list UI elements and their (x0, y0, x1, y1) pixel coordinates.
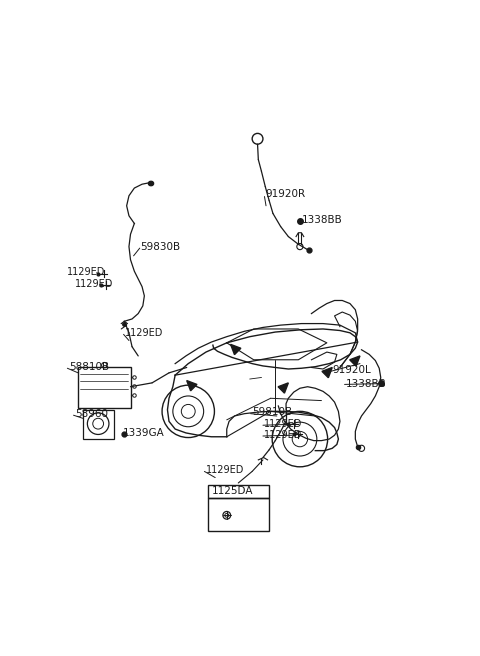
Bar (83, 410, 114, 439)
Text: 1129ED: 1129ED (206, 465, 244, 475)
Text: 91920L: 91920L (332, 365, 371, 375)
Text: 1338BB: 1338BB (346, 379, 387, 388)
Text: 1338BB: 1338BB (301, 215, 342, 224)
Polygon shape (278, 383, 288, 393)
Text: 91920R: 91920R (265, 189, 305, 199)
Polygon shape (187, 380, 197, 391)
Polygon shape (322, 367, 332, 378)
Text: 58810B: 58810B (69, 361, 109, 372)
Text: 59830B: 59830B (141, 241, 180, 252)
Text: 1125DA: 1125DA (211, 487, 253, 497)
Bar (78, 367, 131, 407)
Text: 1129ED: 1129ED (67, 267, 106, 277)
Text: 1129ED: 1129ED (125, 328, 164, 338)
Text: 1129ED: 1129ED (75, 279, 113, 289)
Text: 1129ED: 1129ED (264, 430, 302, 440)
Text: 58960: 58960 (75, 409, 108, 419)
Polygon shape (230, 344, 241, 355)
Text: 59810B: 59810B (252, 407, 292, 417)
Bar (207, 499, 269, 531)
Text: 1339GA: 1339GA (123, 428, 165, 438)
Text: 1129ED: 1129ED (264, 419, 302, 428)
Polygon shape (350, 356, 360, 366)
Bar (207, 485, 269, 499)
